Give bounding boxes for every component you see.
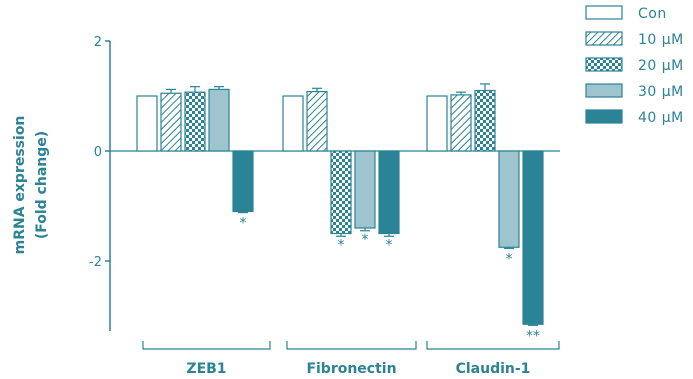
significance-marker: * [386,238,393,254]
significance-marker: * [338,238,345,254]
bar-claudin-1-1 [450,94,472,152]
y-axis-label-line1: mRNA expression [12,116,28,255]
category-bracket [286,341,417,350]
y-tick-label: 2 [94,35,102,50]
legend-swatch-2 [585,57,623,72]
bar-fibronectin-1 [306,90,328,152]
category-label-fibronectin: Fibronectin [306,361,396,377]
bar-zeb1-3 [208,88,230,152]
bar-fibronectin-0 [282,95,304,152]
legend-swatch-4 [585,109,623,124]
axes-group: 2 0 -2 [89,35,560,350]
legend-label-0: Con [638,6,667,22]
bar-zeb1-1 [160,92,182,152]
legend: Con 10 μM 20 μM 30 μM 40 μM [585,5,684,126]
legend-label-3: 30 μM [638,84,684,100]
labels-group: mRNA expression (Fold change) *ZEB1* * *Fibr… [12,116,540,377]
bar-claudin-1-3 [498,150,520,248]
bar-fibronectin-3 [354,150,376,229]
y-tick-label: 0 [94,145,102,160]
significance-marker: * [240,216,247,232]
bar-fibronectin-2 [330,150,352,235]
bar-zeb1-2 [184,91,206,152]
y-tick-label: -2 [89,255,102,270]
significance-marker: * [506,251,513,267]
legend-swatch-1 [585,31,623,46]
category-label-claudin-1: Claudin-1 [456,361,531,377]
bar-claudin-1-4 [522,150,544,325]
legend-swatch-3 [585,83,623,98]
bar-claudin-1-0 [426,95,448,152]
legend-label-2: 20 μM [638,58,684,74]
legend-swatch-0 [585,5,623,20]
bars-group [136,83,544,326]
significance-marker: ** [526,328,540,344]
bar-fibronectin-4 [378,150,400,235]
bar-claudin-1-2 [474,89,496,152]
category-label-zeb1: ZEB1 [186,361,226,377]
significance-marker: * [362,232,369,248]
legend-label-4: 40 μM [638,110,684,126]
legend-label-1: 10 μM [638,32,684,48]
category-bracket [426,341,560,350]
category-bracket [142,341,271,350]
bar-zeb1-4 [232,150,254,213]
y-axis-label-line2: (Fold change) [34,131,50,239]
bar-zeb1-0 [136,95,158,152]
